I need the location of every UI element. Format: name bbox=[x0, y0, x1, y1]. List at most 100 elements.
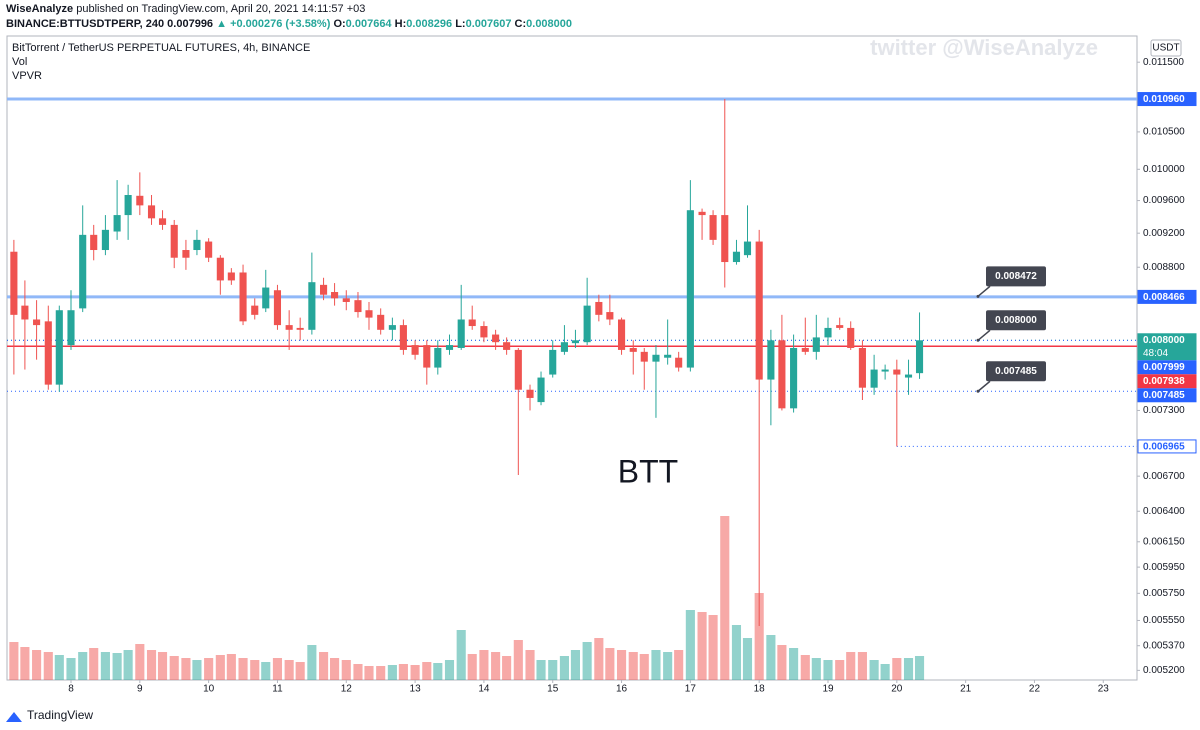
volume-bar bbox=[341, 660, 351, 680]
volume-bar bbox=[869, 660, 879, 680]
volume-bar bbox=[697, 612, 707, 680]
y-tick-label: 0.006400 bbox=[1143, 506, 1185, 517]
volume-bar bbox=[720, 516, 730, 680]
volume-bar bbox=[32, 650, 42, 680]
volume-bar bbox=[66, 658, 76, 680]
volume-bar bbox=[502, 656, 512, 680]
footer-logo bbox=[6, 712, 22, 722]
candle-body bbox=[365, 310, 373, 318]
y-tick-label: 0.005370 bbox=[1143, 640, 1185, 651]
volume-bar bbox=[307, 645, 317, 680]
volume-bar bbox=[169, 656, 179, 680]
volume-bar bbox=[892, 658, 902, 680]
volume-bar bbox=[823, 660, 833, 680]
volume-bar bbox=[330, 658, 340, 680]
candle-body bbox=[514, 349, 522, 390]
candle-body bbox=[411, 345, 419, 355]
candle-body bbox=[251, 305, 259, 315]
candle-body bbox=[503, 342, 511, 350]
volume-bar bbox=[456, 630, 466, 680]
y-tick-label: 0.010000 bbox=[1143, 164, 1185, 175]
candle-body bbox=[296, 327, 304, 330]
candle-body bbox=[285, 325, 293, 330]
x-tick-label: 9 bbox=[137, 684, 143, 695]
candle-body bbox=[778, 340, 786, 409]
y-tick-label: 0.005200 bbox=[1143, 665, 1185, 676]
candle-body bbox=[480, 326, 488, 338]
candle-body bbox=[767, 340, 775, 380]
candle-body bbox=[33, 319, 41, 326]
candle-body bbox=[227, 272, 235, 281]
candle-body bbox=[67, 310, 75, 346]
volume-bar bbox=[570, 650, 580, 680]
x-tick-label: 10 bbox=[203, 684, 215, 695]
x-tick-label: 11 bbox=[272, 684, 283, 695]
volume-bar bbox=[295, 662, 305, 680]
price-label-box bbox=[1137, 388, 1197, 403]
candle-body bbox=[445, 345, 454, 350]
volume-bar bbox=[123, 650, 133, 680]
candle-body bbox=[124, 195, 132, 216]
candle-body bbox=[721, 215, 729, 263]
candle-body bbox=[239, 272, 247, 322]
header-line: WiseAnalyze published on TradingView.com… bbox=[6, 3, 365, 15]
l-key: L: bbox=[455, 18, 465, 30]
volume-bar bbox=[157, 652, 168, 680]
volume-bar bbox=[674, 650, 684, 680]
price-label-box bbox=[1137, 289, 1197, 304]
price-label: 0.007999 bbox=[1143, 362, 1185, 373]
x-tick-label: 15 bbox=[547, 684, 559, 695]
volume-bar bbox=[835, 660, 845, 680]
candle-body bbox=[836, 325, 844, 328]
price-label: 0.008466 bbox=[1143, 292, 1185, 303]
chart-title: BitTorrent / TetherUS PERPETUAL FUTURES,… bbox=[12, 42, 310, 54]
volume-bar bbox=[444, 660, 455, 680]
volume-bar bbox=[513, 640, 523, 680]
volume-bar bbox=[319, 652, 329, 680]
volume-bar bbox=[903, 658, 914, 680]
o-val: 0.007664 bbox=[346, 18, 393, 30]
candle-body bbox=[743, 241, 752, 256]
volume-bar bbox=[846, 652, 856, 680]
callout-label: 0.008472 bbox=[995, 271, 1037, 282]
h-key: H: bbox=[395, 18, 407, 30]
volume-bar bbox=[215, 655, 225, 680]
candle-body bbox=[158, 218, 167, 225]
y-tick-label: 0.011500 bbox=[1143, 57, 1184, 68]
x-tick-label: 19 bbox=[822, 684, 834, 695]
callout-box bbox=[986, 266, 1046, 287]
volume-bar bbox=[639, 654, 649, 680]
volume-bar bbox=[479, 650, 489, 680]
y-tick-label: 0.006150 bbox=[1143, 536, 1185, 547]
candle-body bbox=[812, 337, 820, 352]
candle-body bbox=[526, 389, 534, 398]
price-label: 0.007485 bbox=[1143, 390, 1185, 401]
volume-bar bbox=[204, 658, 214, 680]
candle-body bbox=[915, 340, 924, 374]
volume-bar bbox=[467, 654, 477, 680]
x-tick-label: 18 bbox=[754, 684, 766, 695]
x-tick-label: 12 bbox=[341, 684, 353, 695]
candle-body bbox=[629, 347, 637, 352]
candle-body bbox=[583, 305, 591, 343]
candle-body bbox=[354, 300, 362, 313]
candle-body bbox=[560, 342, 568, 352]
candle-body bbox=[423, 345, 431, 368]
callout-box bbox=[986, 310, 1046, 331]
price-label-box bbox=[1137, 333, 1197, 361]
x-tick-label: 8 bbox=[68, 684, 74, 695]
volume-bar bbox=[181, 658, 191, 680]
candle-body bbox=[21, 305, 29, 320]
y-tick-label: 0.005950 bbox=[1143, 562, 1185, 573]
volume-bar bbox=[914, 656, 925, 680]
currency-box[interactable] bbox=[1150, 39, 1182, 57]
volume-bar bbox=[135, 644, 145, 680]
candle-body bbox=[893, 369, 901, 375]
candle-body bbox=[331, 292, 339, 299]
candle-body bbox=[136, 195, 144, 206]
candle-body bbox=[320, 284, 328, 295]
candle-body bbox=[664, 354, 672, 358]
volume-bar bbox=[525, 650, 535, 680]
